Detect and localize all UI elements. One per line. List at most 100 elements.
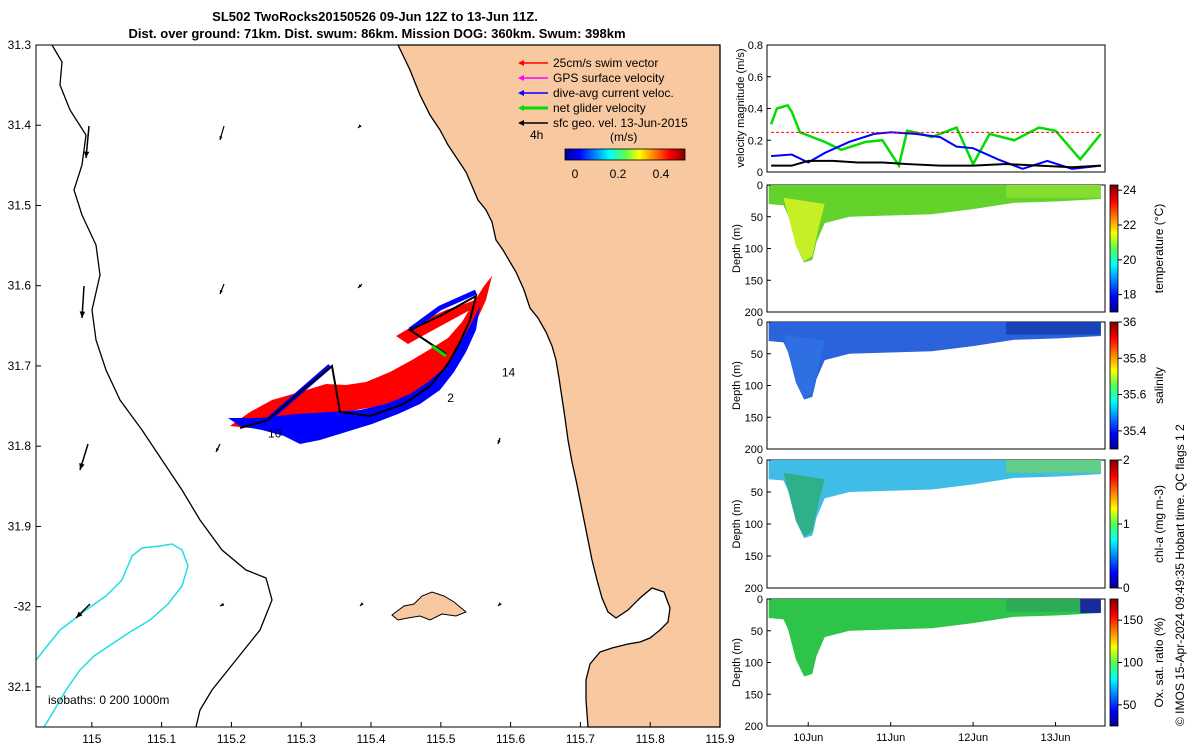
section-trough xyxy=(783,611,825,676)
section-trough xyxy=(783,334,825,399)
colorbar-tick-label: 100 xyxy=(1123,656,1143,670)
section-y-tick-label: 100 xyxy=(745,244,763,256)
colorbar-tick-label: 35.6 xyxy=(1123,388,1147,402)
surface-geo-vectors xyxy=(75,124,502,619)
glider-track xyxy=(239,294,478,429)
map-y-tick-label: 31.4 xyxy=(8,118,32,132)
section-near-surface-band xyxy=(1006,185,1101,198)
swim-vector-leg-north xyxy=(396,296,484,344)
map-x-tick-label: 115.5 xyxy=(426,732,455,746)
land-mass xyxy=(396,44,721,728)
map-annotation-label: 14 xyxy=(502,365,516,379)
velocity-ylabel: velocity magnitude (m/s) xyxy=(735,48,747,167)
colorbar-tick-label: 150 xyxy=(1123,613,1143,627)
section-y-tick-label: 150 xyxy=(745,275,763,287)
section-y-tick-label: 0 xyxy=(757,180,763,192)
map-title-line1: SL502 TwoRocks20150526 09-Jun 12Z to 13-… xyxy=(212,9,538,24)
map-x-tick-label: 115.6 xyxy=(496,732,525,746)
velocity-axes-box xyxy=(766,44,1106,173)
section-y-tick-label: 150 xyxy=(745,551,763,563)
legend-arrowhead xyxy=(518,120,524,126)
velocity-y-tick-label: 0.6 xyxy=(748,72,763,84)
map-x-tick-label: 115.9 xyxy=(705,732,734,746)
geo-vector-arrowhead xyxy=(219,136,223,140)
section-fill xyxy=(768,185,1101,263)
date-tick-label: 13Jun xyxy=(1041,732,1071,744)
map-colorbar-tick-label: 0.4 xyxy=(653,167,670,181)
map-y-tick-label: -32 xyxy=(14,600,32,614)
colorbar-tick-label: 35.8 xyxy=(1123,351,1147,365)
map-y-tick-label: 31.7 xyxy=(8,359,32,373)
section-y-tick-label: 100 xyxy=(745,658,763,670)
map-axes-box xyxy=(35,44,721,728)
section-fill xyxy=(768,322,1101,400)
section-y-tick-label: 50 xyxy=(751,487,763,499)
map-x-tick-label: 115 xyxy=(82,732,101,746)
geo-vector-arrowhead xyxy=(79,311,86,318)
section-y-tick-label: 200 xyxy=(745,721,763,733)
legend-label: sfc geo. vel. 13-Jun-2015 xyxy=(553,116,688,130)
geo-vector-arrowhead xyxy=(79,463,85,470)
map-annotations: 14 2 10 xyxy=(268,365,515,440)
map-annotation-label: 2 xyxy=(447,391,454,405)
section-near-surface-band xyxy=(1006,460,1101,473)
section-fill xyxy=(768,460,1101,539)
velocity-y-tick-label: 0 xyxy=(757,167,763,179)
geo-vector-arrowhead xyxy=(220,602,224,606)
colorbar-tick-label: 0 xyxy=(1123,581,1130,595)
isobaths-label: isobaths: 0 200 1000m xyxy=(48,693,169,707)
section-ylabel: Depth (m) xyxy=(731,361,743,410)
geo-vector-arrowhead xyxy=(216,448,220,452)
map-colorbar-tick-label: 0 xyxy=(572,167,579,181)
section-low-oxygen-patch xyxy=(1080,599,1101,613)
legend-arrowhead xyxy=(518,90,524,96)
net-glider-velocity-mark xyxy=(431,344,447,358)
map-y-tick-label: 31.3 xyxy=(8,38,32,52)
section-panel-4: 0 50 100 150 200 Depth (m) 50 100 150 Ox. sat. ra… xyxy=(731,594,1166,733)
geo-vector-arrowhead xyxy=(358,284,362,288)
colorbar-tick-label: 50 xyxy=(1123,698,1137,712)
dive-avg-current-swath xyxy=(228,306,480,444)
section-y-tick-label: 0 xyxy=(757,317,763,329)
footer-credit: © IMOS 15-Apr-2024 09:49:35 Hobart time.… xyxy=(1173,424,1187,726)
colorbar-tick-label: 18 xyxy=(1123,288,1137,302)
legend-arrowhead xyxy=(518,75,524,81)
section-colorbar-label: salinity xyxy=(1152,367,1166,404)
velocity-y-tick-label: 0.4 xyxy=(748,104,763,116)
section-trough xyxy=(783,472,825,537)
date-tick-label: 11Jun xyxy=(876,732,905,744)
section-colorbar-label: temperature (°C) xyxy=(1152,204,1166,294)
section-y-tick-label: 0 xyxy=(757,594,763,606)
section-y-tick-label: 50 xyxy=(751,349,763,361)
interval-label: 4h xyxy=(530,128,543,142)
section-y-tick-label: 100 xyxy=(745,381,763,393)
legend-label: GPS surface velocity xyxy=(553,71,664,85)
map-panel: SL502 TwoRocks20150526 09-Jun 12Z to 13-… xyxy=(8,9,735,746)
velocity-y-tick-label: 0.2 xyxy=(748,135,763,147)
section-y-tick-label: 150 xyxy=(745,412,763,424)
section-y-tick-label: 50 xyxy=(751,626,763,638)
velocity-series-net-glider xyxy=(769,103,1102,169)
geo-vector-arrowhead xyxy=(76,611,83,618)
section-ylabel: Depth (m) xyxy=(731,638,743,687)
section-colorbar-label: chl-a (mg m-3) xyxy=(1152,485,1166,563)
section-near-surface-band xyxy=(1006,599,1101,612)
map-colorbar-ticks: 0 0.2 0.4 xyxy=(572,167,670,181)
colorbar-tick-label: 35.4 xyxy=(1123,424,1147,438)
section-y-tick-label: 150 xyxy=(745,689,763,701)
map-axis-ticks: 115 115.1 115.2 115.3 115.4 115.5 115.6 115.7 11… xyxy=(8,38,735,746)
section-y-tick-label: 200 xyxy=(745,583,763,595)
legend-arrowhead xyxy=(518,105,524,111)
colorbar-tick-label: 1 xyxy=(1123,517,1130,531)
colorbar-unit-label: (m/s) xyxy=(610,130,637,144)
section-y-tick-label: 200 xyxy=(745,307,763,319)
geo-vector-arrowhead xyxy=(498,602,502,606)
geo-vector-arrowhead xyxy=(360,602,364,606)
section-colorbar xyxy=(1109,598,1119,727)
section-fill xyxy=(768,599,1101,677)
section-ylabel: Depth (m) xyxy=(731,224,743,273)
section-y-tick-label: 200 xyxy=(745,444,763,456)
geo-vector-arrowhead xyxy=(83,151,90,158)
